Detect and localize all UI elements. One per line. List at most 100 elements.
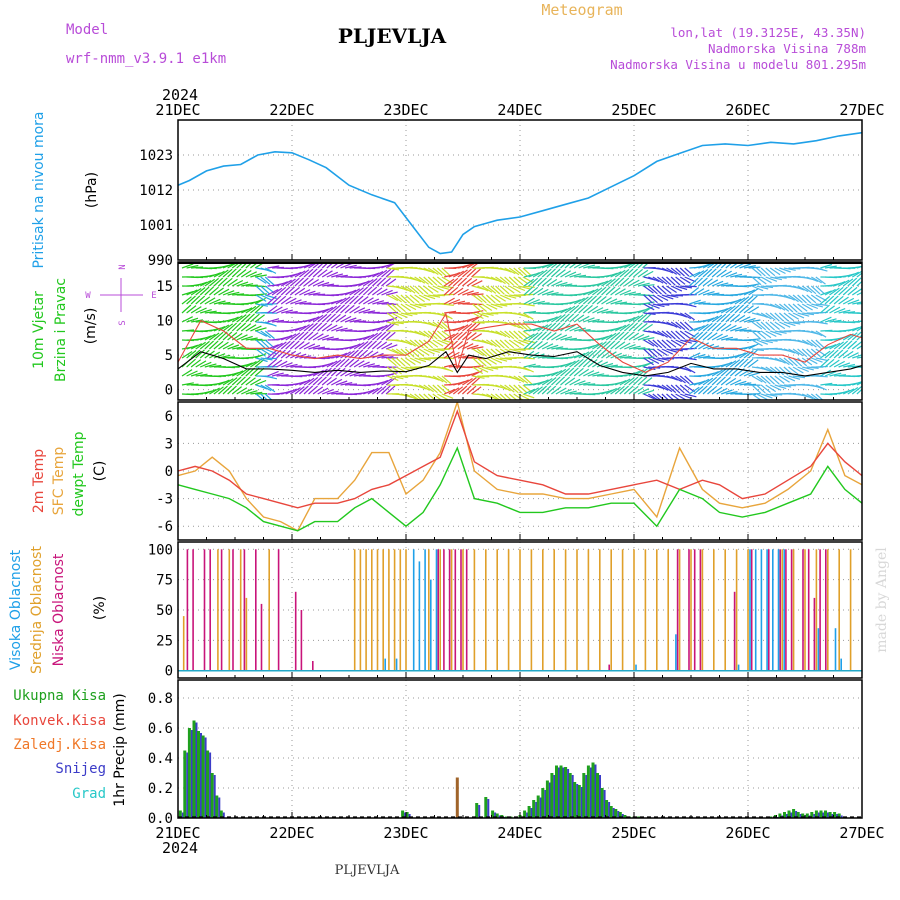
wind-arrow bbox=[271, 342, 283, 350]
wind-arrow bbox=[811, 303, 824, 308]
wind-arrow bbox=[260, 285, 271, 295]
wind-arrow bbox=[605, 278, 616, 287]
wind-arrow bbox=[427, 267, 439, 276]
total-rain-bar bbox=[527, 806, 531, 818]
wind-arrow bbox=[756, 339, 769, 345]
wind-arrow bbox=[414, 330, 426, 337]
wind-arrow bbox=[573, 297, 585, 305]
wind-arrow bbox=[209, 277, 219, 287]
wind-arrow bbox=[517, 384, 528, 394]
bottom-tick-label: 27DEC bbox=[839, 824, 884, 842]
wind-arrow bbox=[250, 299, 262, 305]
wind-arrow bbox=[564, 271, 577, 278]
wind-arrow bbox=[409, 285, 420, 295]
wind-arrow bbox=[254, 379, 267, 386]
wind-arrow bbox=[601, 310, 614, 314]
wind-arrow bbox=[756, 375, 767, 384]
wind-arrow bbox=[652, 294, 664, 303]
wind-arrow bbox=[679, 375, 690, 385]
wind-arrow bbox=[743, 317, 756, 323]
wind-arrow bbox=[204, 363, 217, 368]
wind-arrow bbox=[195, 295, 206, 305]
wind-arrow bbox=[633, 386, 644, 395]
wind-arrow bbox=[610, 287, 621, 296]
wind-arrow bbox=[652, 357, 665, 363]
wind-arrow bbox=[661, 339, 672, 349]
wind-arrow bbox=[788, 357, 798, 367]
snow-bar bbox=[558, 767, 560, 818]
wind-arrow bbox=[367, 340, 378, 350]
wind-arrow bbox=[285, 363, 298, 368]
wind-arrow bbox=[432, 267, 443, 276]
wind-arrow bbox=[385, 268, 396, 278]
wind-arrow bbox=[181, 296, 192, 305]
wind-arrow bbox=[294, 331, 305, 341]
wind-arrow bbox=[236, 269, 247, 278]
wind-arrow bbox=[186, 289, 198, 296]
wind-arrow bbox=[245, 305, 257, 314]
snow-bar bbox=[404, 812, 407, 818]
wind-arrow bbox=[400, 357, 411, 367]
wind-arrow bbox=[255, 285, 266, 295]
wind-arrow bbox=[326, 360, 338, 368]
wind-arrow bbox=[693, 270, 705, 278]
total-rain-bar bbox=[206, 750, 210, 818]
wind-arrow bbox=[856, 381, 862, 386]
wind-arrow bbox=[331, 378, 343, 386]
wind-arrow bbox=[748, 372, 761, 377]
wind-arrow bbox=[448, 340, 459, 350]
wind-arrow bbox=[693, 380, 706, 386]
wind-arrow bbox=[481, 312, 494, 316]
compass-w: W bbox=[85, 291, 91, 301]
wind-arrow bbox=[815, 294, 827, 302]
wind-arrow bbox=[517, 375, 529, 384]
wind-arrow bbox=[578, 304, 589, 314]
total-rain-bar bbox=[824, 810, 827, 818]
wind-arrow bbox=[452, 287, 464, 296]
wind-arrow bbox=[186, 358, 196, 368]
wind-arrow bbox=[181, 263, 194, 269]
wind-arrow bbox=[376, 379, 389, 386]
wind-arrow bbox=[490, 276, 502, 283]
wind-arrow bbox=[466, 291, 479, 296]
wind-arrow bbox=[587, 343, 600, 350]
wind-arrow bbox=[231, 322, 242, 332]
wind-arrow bbox=[209, 272, 221, 278]
wind-arrow bbox=[670, 384, 681, 394]
y-tick-label: 0.6 bbox=[148, 721, 173, 737]
wind-arrow bbox=[838, 296, 849, 305]
wind-arrow bbox=[294, 277, 305, 287]
wind-arrow bbox=[418, 393, 427, 400]
wind-arrow bbox=[711, 262, 721, 269]
wind-arrow bbox=[666, 330, 676, 340]
wind-arrow bbox=[299, 341, 310, 350]
wind-arrow bbox=[569, 367, 579, 377]
wind-arrow bbox=[231, 262, 242, 269]
wind-arrow bbox=[444, 363, 457, 368]
wind-arrow bbox=[391, 375, 404, 380]
wind-arrow bbox=[290, 299, 302, 305]
wind-arrow bbox=[769, 375, 780, 385]
compass-s: S bbox=[118, 320, 128, 325]
wind-arrow bbox=[522, 276, 534, 284]
snow-bar bbox=[836, 814, 839, 818]
wind-arrow bbox=[294, 287, 306, 296]
wind-arrow bbox=[810, 294, 822, 303]
wind-arrow bbox=[213, 287, 224, 296]
wind-arrow bbox=[721, 336, 734, 341]
wind-arrow bbox=[457, 302, 470, 305]
wind-arrow bbox=[774, 312, 785, 322]
pressure-ylabel-unit: (hPa) bbox=[84, 172, 100, 208]
wind-arrow bbox=[312, 314, 324, 323]
wind-arrow bbox=[856, 366, 862, 368]
wind-arrow bbox=[518, 339, 530, 345]
wind-arrow bbox=[666, 285, 677, 294]
wind-arrow bbox=[222, 331, 233, 341]
wind-arrow bbox=[596, 286, 607, 296]
wind-arrow bbox=[546, 332, 557, 341]
wind-arrow bbox=[400, 285, 412, 293]
wind-arrow bbox=[362, 286, 373, 296]
wind-arrow bbox=[405, 393, 417, 400]
wind-arrow bbox=[596, 308, 609, 314]
wind-arrow bbox=[245, 313, 256, 323]
